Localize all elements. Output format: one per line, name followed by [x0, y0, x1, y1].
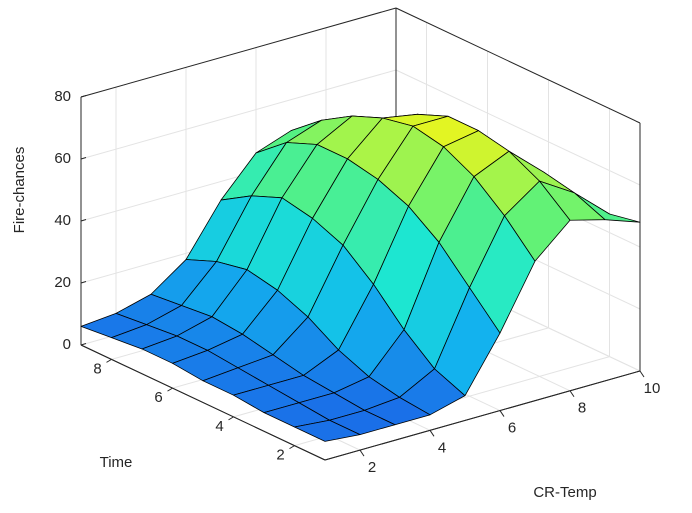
z-axis-label: Fire-chances	[11, 147, 28, 234]
axis-line	[395, 7, 641, 124]
axis-line	[80, 344, 326, 461]
y-tick-label: 4	[215, 418, 223, 435]
y-axis-label: Time	[100, 454, 133, 471]
x-tick-label: 8	[578, 400, 586, 417]
x-tick-label: 4	[438, 439, 446, 456]
x-tick	[639, 370, 645, 378]
x-tick-label: 6	[508, 420, 516, 437]
x-axis-label: CR-Temp	[533, 484, 596, 501]
z-tick	[80, 219, 87, 222]
y-tick-label: 6	[154, 389, 162, 406]
y-tick	[228, 416, 234, 421]
z-tick	[80, 281, 87, 284]
y-tick-label: 8	[93, 360, 101, 377]
x-tick	[429, 430, 435, 437]
grid-line	[80, 69, 397, 160]
y-tick-label: 2	[276, 447, 284, 464]
z-tick-label: 60	[54, 150, 71, 167]
z-tick-label: 40	[54, 212, 71, 229]
x-tick	[569, 390, 575, 398]
grid-line	[395, 69, 641, 186]
z-tick-label: 20	[54, 274, 71, 291]
axis-line	[80, 7, 397, 98]
x-tick-label: 2	[368, 459, 376, 476]
x-tick	[359, 449, 365, 457]
z-tick-label: 80	[54, 88, 71, 105]
x-tick	[499, 410, 505, 417]
z-tick	[80, 157, 87, 160]
surface-patch	[294, 419, 361, 442]
y-tick	[289, 445, 295, 450]
axis-line	[324, 370, 641, 461]
y-tick	[106, 358, 112, 363]
x-tick-label: 10	[644, 380, 661, 397]
y-tick	[167, 387, 173, 392]
z-tick	[80, 343, 87, 346]
z-tick-label: 0	[63, 336, 71, 353]
